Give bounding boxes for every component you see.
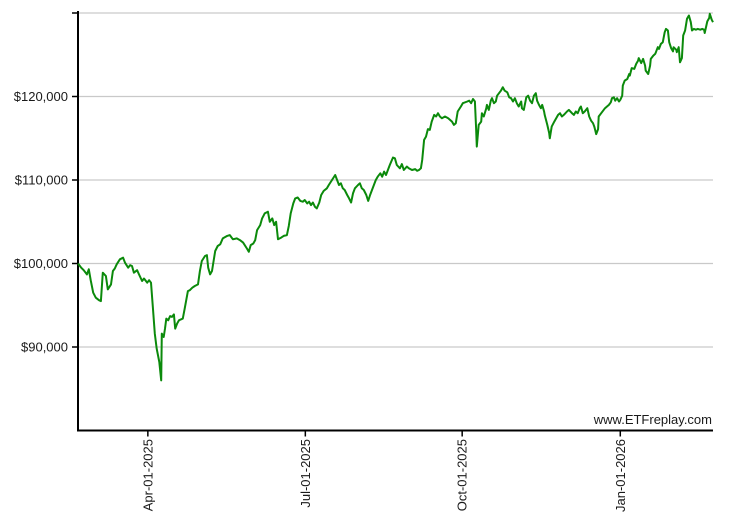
x-axis-label: Oct-01-2025 [455, 439, 470, 511]
price-line [77, 12, 714, 382]
y-axis-label: $100,000 [14, 256, 68, 271]
y-axis-label: $120,000 [14, 89, 68, 104]
x-axis-labels: Apr-01-2025 Jul-01-2025 Oct-01-2025 Jan-01-… [140, 439, 627, 512]
y-axis-labels: $120,000 $110,000 $100,000 $90,000 [14, 89, 68, 355]
y-axis-label: $90,000 [21, 340, 68, 355]
etfreplay-watermark: www.ETFreplay.com [593, 412, 712, 427]
y-axis-label: $110,000 [15, 173, 68, 188]
x-axis-label: Apr-01-2025 [140, 439, 155, 511]
x-axis-label: Jan-01-2026 [613, 439, 628, 512]
gridlines [79, 12, 713, 348]
x-axis-label: Jul-01-2025 [298, 439, 313, 508]
